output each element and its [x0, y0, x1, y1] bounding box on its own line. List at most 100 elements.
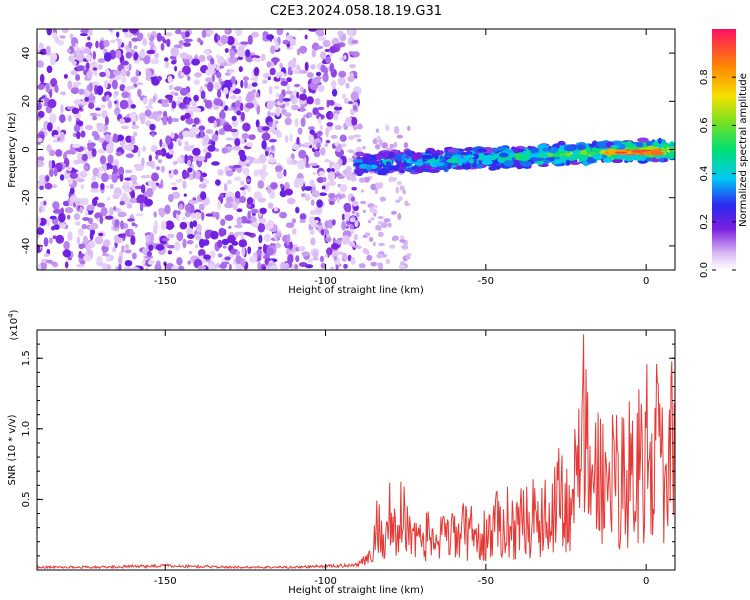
spectrogram-noise-blob	[132, 252, 137, 260]
spectrogram-noise-blob	[122, 144, 127, 151]
spectrogram-noise-blob	[97, 58, 106, 64]
spectrogram-noise-blob	[73, 81, 82, 86]
spectrogram-noise-blob	[370, 261, 378, 267]
spectrogram-noise-blob	[112, 193, 120, 200]
spectrogram-noise-blob	[167, 233, 175, 239]
spectrogram-noise-blob	[108, 207, 114, 216]
spectrogram-band-blob	[385, 161, 392, 166]
spectrogram-noise-blob	[257, 222, 266, 233]
spectrogram-noise-blob	[324, 254, 328, 258]
spectrogram-noise-blob	[75, 221, 81, 226]
spectrogram-noise-blob	[155, 149, 164, 156]
snr-exponent-label: (x104)	[7, 309, 20, 340]
spectrogram-noise-blob	[192, 170, 196, 179]
spectrogram-noise-blob	[161, 220, 167, 231]
spectrogram-band-blob	[503, 160, 514, 167]
spectrogram-noise-blob	[40, 261, 47, 270]
spectrogram-noise-blob	[261, 140, 267, 150]
spectrogram-noise-blob	[146, 161, 153, 167]
spectrogram-noise-blob	[147, 32, 151, 39]
spectrogram-xtick-label: -50	[478, 276, 494, 287]
spectrogram-noise-blob	[37, 244, 41, 253]
spectrogram-noise-blob	[199, 175, 204, 182]
spectrogram-noise-blob	[50, 160, 56, 169]
spectrogram-noise-blob	[266, 184, 272, 194]
spectrogram-noise-blob	[324, 66, 328, 76]
spectrogram-noise-blob	[213, 120, 217, 129]
spectrogram-noise-blob	[377, 226, 382, 231]
spectrogram-noise-blob	[221, 261, 230, 265]
spectrogram-noise-blob	[355, 212, 360, 218]
spectrogram-noise-blob	[362, 248, 369, 254]
spectrogram-noise-blob	[53, 209, 61, 214]
spectrogram-noise-blob	[130, 190, 135, 200]
spectrogram-noise-blob	[171, 265, 179, 270]
spectrogram-band-blob	[602, 157, 613, 163]
spectrogram-noise-blob	[74, 201, 81, 205]
spectrogram-noise-blob	[78, 243, 85, 250]
spectrogram-noise-blob	[242, 76, 249, 81]
spectrogram-noise-blob	[350, 108, 355, 116]
spectrogram-noise-blob	[215, 263, 221, 268]
spectrogram-noise-blob	[318, 116, 322, 125]
spectrogram-noise-blob	[327, 180, 337, 186]
spectrogram-noise-blob	[144, 109, 152, 117]
spectrogram-noise-blob	[37, 102, 42, 111]
spectrogram-noise-blob	[258, 234, 263, 244]
spectrogram-noise-blob	[311, 49, 316, 58]
spectrogram-noise-blob	[151, 181, 157, 192]
spectrogram-noise-blob	[131, 266, 141, 270]
spectrogram-noise-blob	[129, 111, 137, 122]
spectrogram-noise-blob	[118, 256, 123, 265]
spectrogram-noise-blob	[45, 175, 50, 182]
spectrogram-noise-blob	[313, 150, 321, 158]
spectrogram-noise-blob	[347, 149, 355, 153]
spectrogram-noise-blob	[217, 169, 224, 176]
spectrogram-noise-blob	[403, 142, 409, 149]
spectrogram-noise-blob	[404, 200, 409, 207]
spectrogram-noise-blob	[174, 86, 183, 91]
spectrogram-noise-blob	[151, 132, 155, 137]
spectrogram-noise-blob	[298, 69, 308, 74]
spectrogram-noise-blob	[370, 217, 375, 221]
spectrogram-noise-blob	[349, 64, 356, 69]
spectrogram-peak-blob	[616, 149, 627, 152]
spectrogram-noise-blob	[139, 202, 144, 212]
spectrogram-noise-blob	[398, 196, 403, 202]
spectrogram-noise-blob	[215, 211, 220, 220]
spectrogram-noise-blob	[187, 167, 193, 173]
spectrogram-band-blob	[365, 164, 372, 171]
spectrogram-noise-blob	[194, 244, 199, 249]
spectrogram-noise-blob	[255, 119, 260, 128]
spectrogram-noise-blob	[187, 92, 191, 98]
spectrogram-noise-blob	[260, 53, 266, 62]
spectrogram-noise-blob	[145, 120, 152, 127]
spectrogram-noise-blob	[96, 122, 105, 133]
spectrogram-noise-blob	[182, 171, 190, 179]
spectrogram-noise-blob	[207, 263, 215, 270]
spectrogram-noise-blob	[148, 232, 155, 243]
spectrogram-noise-blob	[187, 159, 192, 167]
spectrogram-band-blob	[414, 166, 425, 174]
spectrogram-noise-blob	[43, 253, 50, 258]
spectrogram-noise-blob	[97, 64, 103, 70]
spectrogram-noise-blob	[97, 166, 105, 172]
colorbar-tick-label: 0.0	[699, 262, 710, 278]
spectrogram-noise-blob	[79, 206, 84, 214]
spectrogram-noise-blob	[100, 183, 105, 190]
spectrogram-band-blob	[466, 154, 475, 159]
spectrogram-noise-blob	[250, 77, 257, 81]
spectrogram-noise-blob	[299, 219, 306, 224]
spectrogram-noise-blob	[76, 52, 85, 63]
spectrogram-noise-blob	[306, 72, 314, 78]
spectrogram-noise-blob	[285, 90, 293, 95]
spectrogram-noise-blob	[67, 231, 73, 242]
spectrogram-noise-blob	[125, 135, 133, 143]
spectrogram-noise-blob	[238, 66, 243, 73]
spectrogram-noise-blob	[78, 88, 85, 96]
spectrogram-band-blob	[575, 144, 586, 151]
spectrogram-noise-blob	[104, 116, 109, 126]
spectrogram-noise-blob	[188, 251, 193, 255]
spectrogram-noise-blob	[351, 210, 356, 214]
spectrogram-noise-blob	[275, 92, 280, 98]
